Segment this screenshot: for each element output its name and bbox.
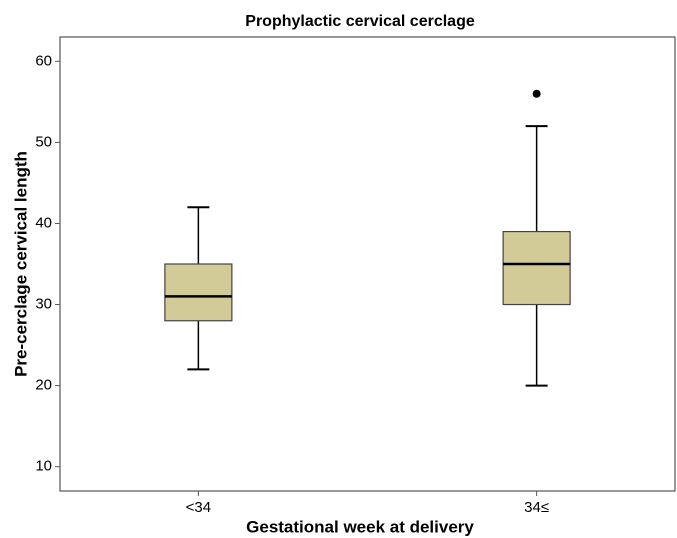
plot-frame	[59, 36, 676, 492]
y-tick-label: 60	[35, 52, 52, 69]
y-axis-label: Pre-cerclage cervical length	[11, 151, 30, 377]
y-tick-label: 30	[35, 296, 52, 313]
y-tick-label: 10	[35, 458, 52, 475]
y-tick-label: 20	[35, 377, 52, 394]
x-axis-label: Gestational week at delivery	[246, 517, 474, 536]
x-tick-label: 34≤	[524, 499, 549, 516]
y-tick-label: 50	[35, 133, 52, 150]
box	[164, 263, 233, 322]
x-tick-label: <34	[186, 499, 211, 516]
box	[502, 230, 571, 306]
chart-title: Prophylactic cervical cerclage	[245, 13, 475, 30]
outlier	[532, 89, 541, 98]
y-tick-label: 40	[35, 214, 52, 231]
